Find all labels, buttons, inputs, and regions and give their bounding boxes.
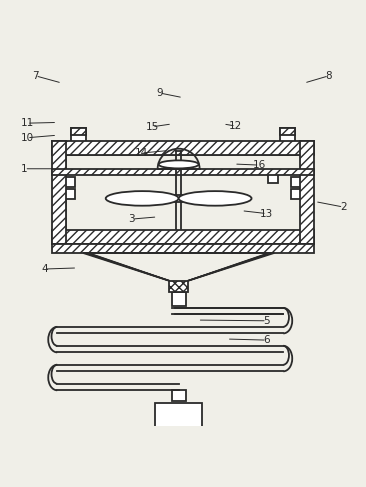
Bar bbox=[52, 169, 314, 175]
Text: 7: 7 bbox=[32, 71, 39, 81]
Text: 11: 11 bbox=[20, 118, 34, 128]
Bar bbox=[172, 292, 186, 306]
Text: 9: 9 bbox=[156, 88, 163, 98]
Ellipse shape bbox=[106, 191, 179, 206]
Bar bbox=[280, 128, 295, 155]
Text: 4: 4 bbox=[41, 264, 48, 274]
Text: 15: 15 bbox=[145, 122, 158, 132]
Bar bbox=[66, 155, 300, 230]
Text: 12: 12 bbox=[229, 121, 243, 131]
Bar bbox=[71, 128, 86, 155]
Bar bbox=[175, 195, 182, 202]
Text: 10: 10 bbox=[20, 133, 34, 143]
Bar bbox=[169, 281, 188, 292]
Bar bbox=[52, 230, 314, 244]
Bar bbox=[300, 141, 314, 244]
Text: 8: 8 bbox=[325, 71, 332, 81]
Bar bbox=[52, 141, 314, 155]
Text: 6: 6 bbox=[264, 335, 270, 345]
Bar bbox=[64, 177, 75, 187]
Bar bbox=[280, 128, 295, 135]
Ellipse shape bbox=[179, 191, 251, 206]
Bar bbox=[71, 128, 86, 135]
Bar bbox=[52, 244, 314, 253]
Text: 5: 5 bbox=[264, 316, 270, 326]
Text: 14: 14 bbox=[134, 148, 148, 158]
Text: 2: 2 bbox=[340, 202, 347, 212]
Text: 16: 16 bbox=[253, 160, 266, 170]
Bar bbox=[291, 177, 302, 187]
Bar bbox=[155, 403, 202, 427]
Bar bbox=[52, 141, 66, 244]
Ellipse shape bbox=[158, 160, 199, 169]
Bar bbox=[64, 189, 75, 199]
Bar bbox=[172, 390, 186, 400]
Text: 1: 1 bbox=[21, 164, 28, 174]
Bar bbox=[268, 172, 278, 183]
Bar bbox=[291, 189, 302, 199]
Text: 13: 13 bbox=[260, 208, 273, 219]
Text: 3: 3 bbox=[128, 214, 135, 224]
